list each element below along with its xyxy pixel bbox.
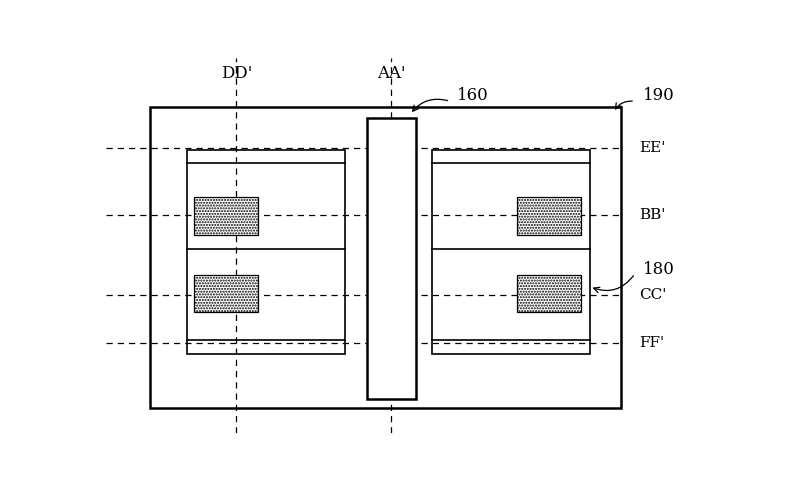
Text: DD': DD' (221, 65, 252, 82)
Bar (517, 197, 581, 235)
Bar (187, 150, 345, 354)
Text: 160: 160 (457, 87, 488, 104)
Text: CC': CC' (639, 288, 666, 302)
Text: EE': EE' (639, 141, 666, 155)
Text: 190: 190 (642, 87, 674, 104)
Text: 180: 180 (642, 261, 674, 278)
Bar (432, 150, 590, 354)
Bar (194, 197, 258, 235)
Bar (517, 276, 581, 312)
Text: BB': BB' (639, 208, 666, 223)
Text: FF': FF' (639, 336, 665, 350)
Bar (366, 118, 416, 399)
Text: AA': AA' (377, 65, 406, 82)
Bar (194, 276, 258, 312)
Bar (150, 107, 621, 408)
